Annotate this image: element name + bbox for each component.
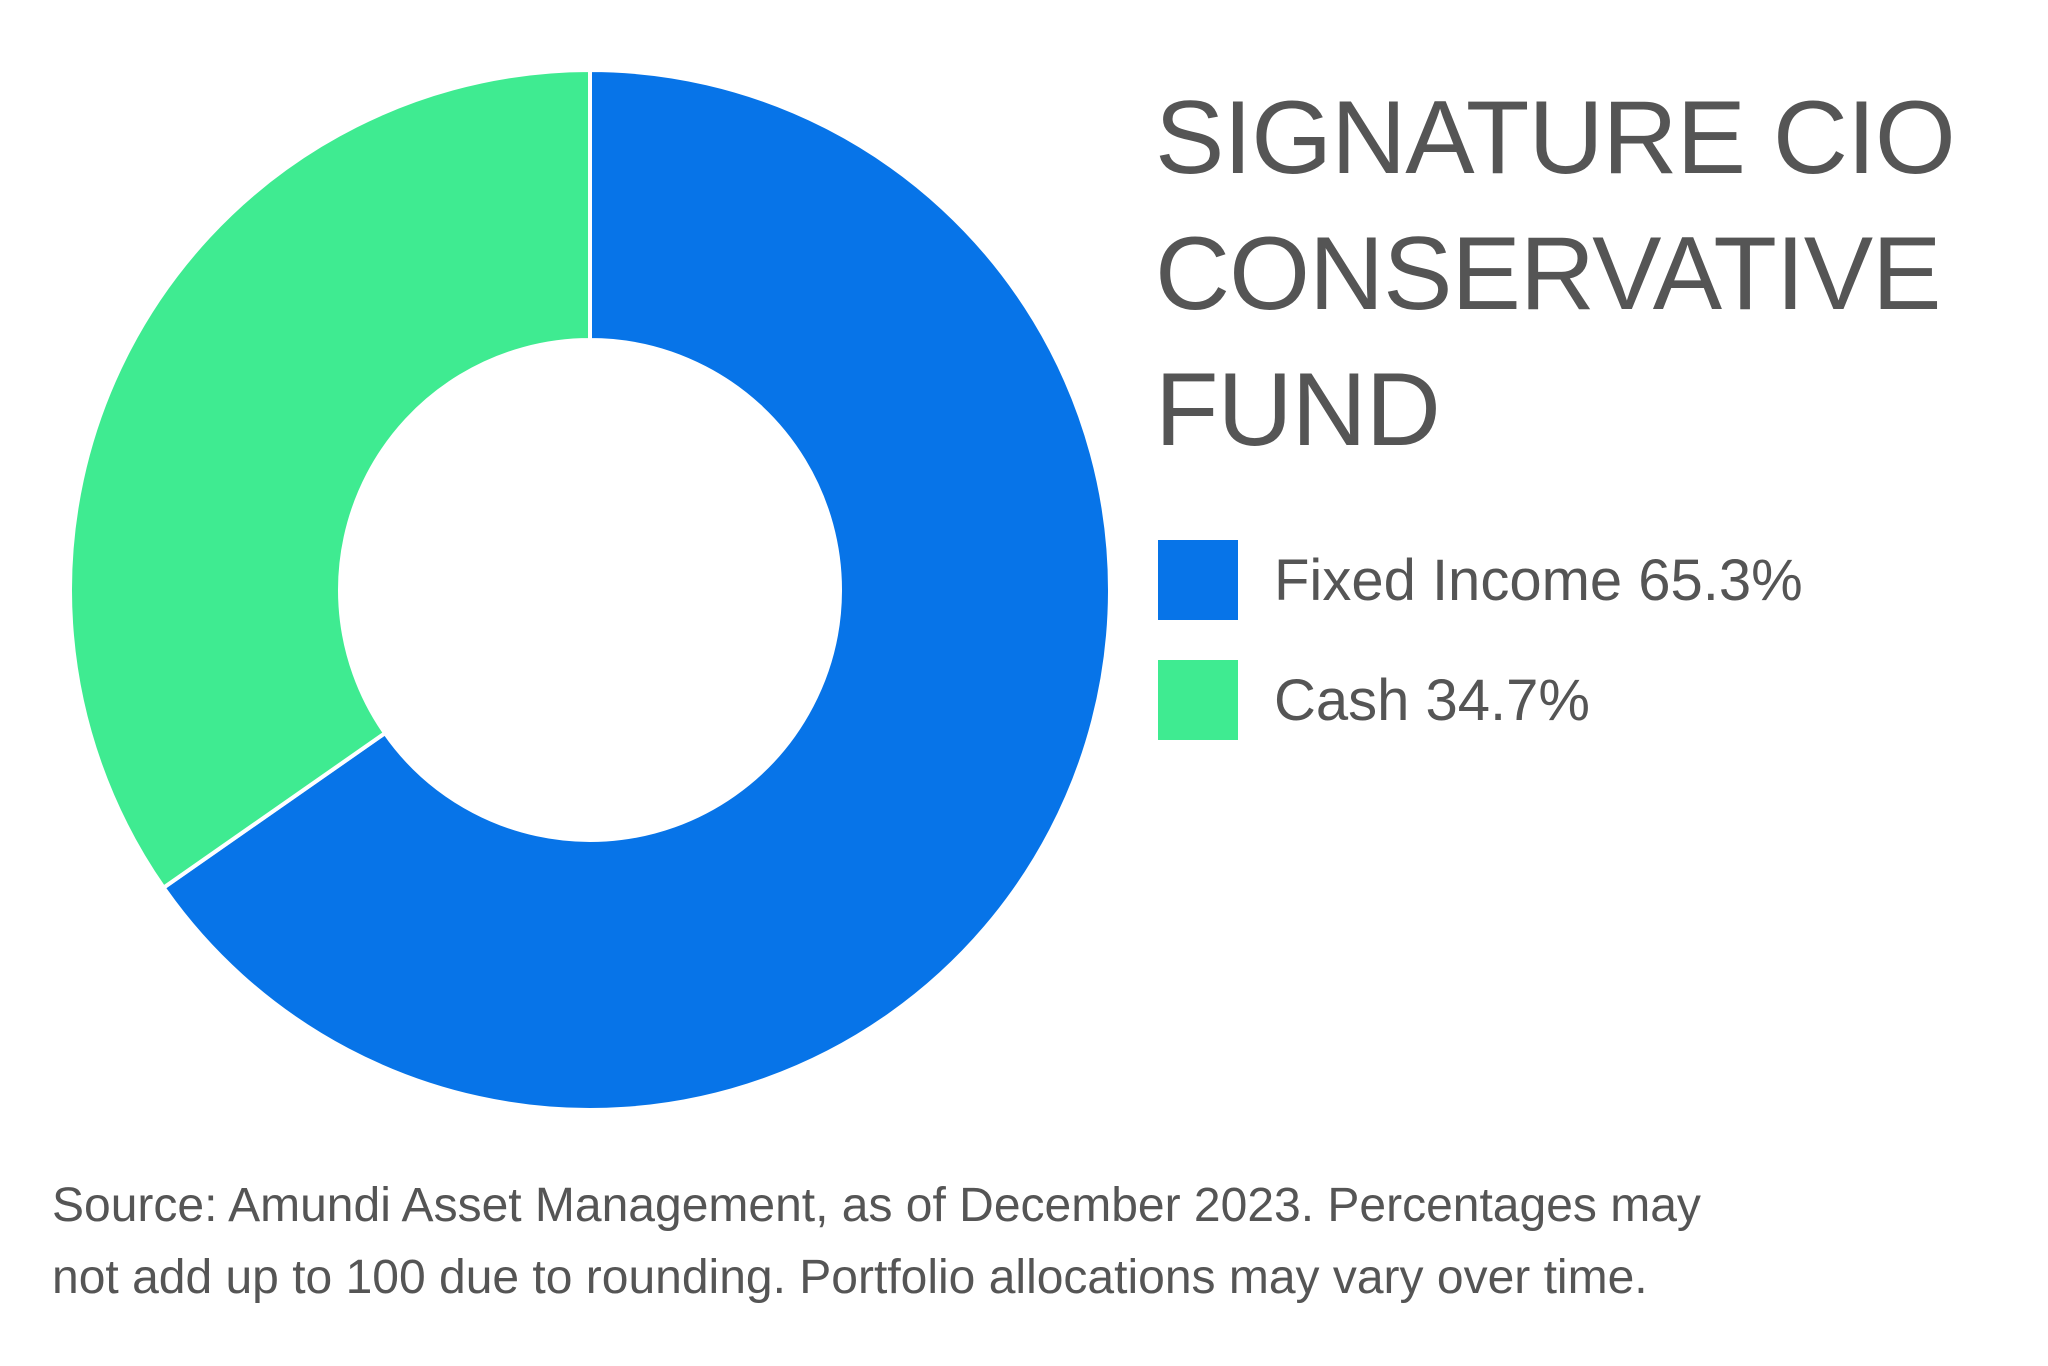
- donut-slice-cash: [68, 67, 592, 891]
- donut-slice-fixed-income: [160, 67, 1112, 1112]
- legend-swatch-cash: [1158, 660, 1238, 740]
- chart-title-line-1: SIGNATURE CIO: [1155, 80, 1956, 196]
- chart-title: SIGNATURE CIO CONSERVATIVE FUND: [1155, 70, 2015, 478]
- legend-item-cash: Cash 34.7%: [1158, 660, 1803, 740]
- donut-chart: [68, 67, 1112, 1112]
- chart-title-line-3: FUND: [1155, 352, 1441, 468]
- chart-title-line-2: CONSERVATIVE: [1155, 216, 1942, 332]
- legend-label-fixed-income: Fixed Income 65.3%: [1274, 547, 1803, 613]
- chart-legend: Fixed Income 65.3% Cash 34.7%: [1158, 540, 1803, 780]
- source-footnote: Source: Amundi Asset Management, as of D…: [52, 1170, 2032, 1314]
- legend-swatch-fixed-income: [1158, 540, 1238, 620]
- legend-label-cash: Cash 34.7%: [1274, 667, 1590, 733]
- footnote-line-1: Source: Amundi Asset Management, as of D…: [52, 1179, 1701, 1232]
- legend-item-fixed-income: Fixed Income 65.3%: [1158, 540, 1803, 620]
- footnote-line-2: not add up to 100 due to rounding. Portf…: [52, 1251, 1648, 1304]
